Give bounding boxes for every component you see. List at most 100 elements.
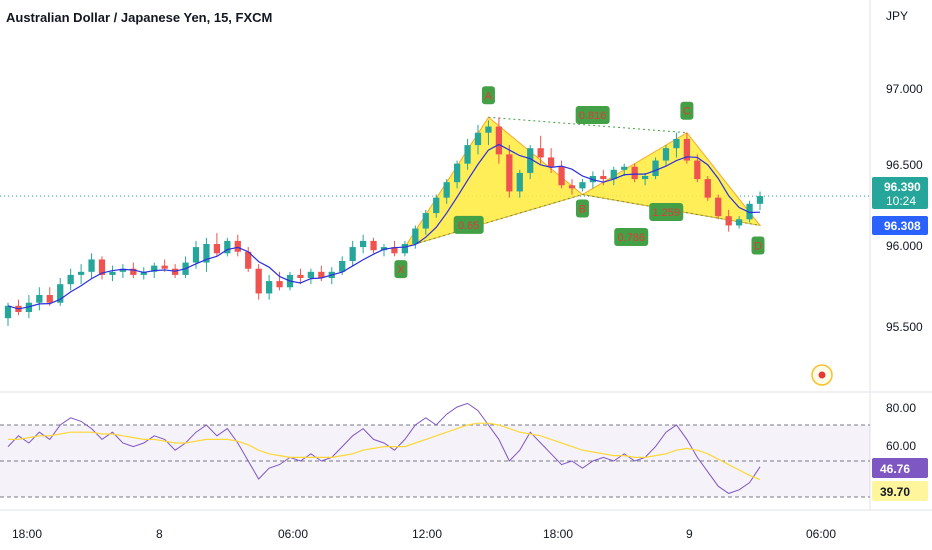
- candle-body: [443, 182, 450, 198]
- candle-body: [610, 169, 617, 180]
- pattern-xab-triangle: [403, 116, 584, 248]
- candle-body: [67, 274, 74, 285]
- ratio-xab-badge-bg: [453, 215, 484, 234]
- point-b-badge-bg: [575, 199, 589, 218]
- candle-body: [547, 157, 555, 167]
- currency-label: JPY: [886, 9, 908, 23]
- moving-average-line: [7, 143, 761, 310]
- time-tick-1800b: 18:00: [543, 527, 573, 541]
- ma-value-label: 96.308: [884, 219, 921, 233]
- candle-body: [412, 228, 419, 244]
- candle-body: [119, 268, 127, 272]
- candle-body: [652, 160, 659, 176]
- candle-body: [109, 271, 116, 275]
- candle-body: [621, 166, 628, 170]
- ratio-abc-badge-text: 0.816: [579, 110, 607, 122]
- point-x-badge: X: [394, 260, 408, 279]
- candle-body: [370, 240, 377, 251]
- price-tick-97000: 97.000: [886, 82, 923, 96]
- candle-body: [57, 284, 64, 303]
- rsi-tick-80: 80.00: [886, 401, 916, 415]
- candle-body: [265, 281, 273, 294]
- rsi-value-badge: [872, 458, 928, 478]
- candle-body: [234, 240, 241, 252]
- ratio-bcd-badge-bg: [649, 203, 684, 221]
- candle-body: [464, 145, 471, 164]
- candle-body: [339, 261, 346, 272]
- candle-body: [474, 132, 482, 146]
- point-x-badge-text: X: [397, 264, 405, 276]
- pattern-ac-line: [488, 116, 687, 134]
- candle-body: [88, 259, 95, 272]
- chart-title: Australian Dollar / Japanese Yen, 15, FX…: [6, 10, 273, 25]
- candle-body: [662, 148, 670, 161]
- time-tick-0600a: 06:00: [278, 527, 308, 541]
- ratio-abc-badge-bg: [575, 106, 610, 124]
- candle-body: [276, 281, 283, 288]
- point-a-badge: A: [481, 86, 495, 105]
- candle-body: [255, 268, 262, 294]
- candle-body: [213, 244, 221, 254]
- point-c-badge: C: [680, 101, 694, 120]
- pattern-xb-line: [404, 194, 583, 248]
- rsi-ma-label: 39.70: [880, 485, 910, 499]
- point-x-badge-bg: [394, 260, 408, 279]
- candle-body: [130, 268, 137, 275]
- point-d-badge-text: D: [754, 240, 762, 252]
- candle-body: [380, 247, 388, 251]
- point-c-badge-bg: [680, 101, 694, 120]
- candle-body: [359, 240, 367, 248]
- candle-body: [725, 216, 732, 226]
- ratio-bcd-badge: 1.259: [649, 203, 684, 221]
- point-a-badge-bg: [481, 86, 495, 105]
- candle-body: [349, 247, 356, 261]
- candle-body: [46, 295, 53, 303]
- price-tick-96000: 96.000: [886, 239, 923, 253]
- candle-body: [433, 197, 440, 214]
- candle-body: [715, 197, 722, 217]
- candle-body: [224, 240, 231, 254]
- candle-body: [161, 265, 168, 269]
- candle-body: [641, 176, 649, 180]
- candle-body: [297, 274, 304, 278]
- rsi-value-label: 46.76: [880, 462, 910, 476]
- ratio-abc-badge: 0.816: [575, 106, 610, 124]
- candle-body: [203, 244, 210, 263]
- rsi-ma-line: [8, 422, 761, 481]
- candle-body: [422, 213, 429, 229]
- last-price-badge: [872, 177, 928, 209]
- ratio-xbd-badge-text: 0.786: [617, 232, 645, 244]
- candle-body: [673, 138, 680, 149]
- candle-body: [537, 148, 544, 158]
- candle-body: [516, 172, 523, 192]
- time-tick-8: 8: [156, 527, 163, 541]
- ratio-xab-badge-text: 0.65: [458, 220, 479, 232]
- candle-body: [391, 247, 398, 254]
- countdown-label: 10:24: [886, 194, 916, 208]
- ratio-xab-badge: 0.65: [453, 215, 484, 234]
- point-b-badge: B: [575, 199, 589, 218]
- candle-body: [735, 219, 743, 226]
- price-tick-96500: 96.500: [886, 158, 923, 172]
- candle-body: [746, 203, 753, 220]
- candle-body: [579, 182, 586, 189]
- candle-body: [192, 247, 200, 263]
- candle-body: [506, 154, 513, 192]
- candle-body: [151, 265, 158, 272]
- time-tick-0600b: 06:00: [806, 527, 836, 541]
- point-a-badge-text: A: [485, 90, 493, 102]
- ratio-xbd-badge-bg: [614, 228, 649, 246]
- candle-body: [245, 251, 252, 269]
- rsi-ma-badge: [872, 481, 928, 501]
- candle-body: [568, 185, 576, 189]
- ma-value-badge: [872, 216, 928, 235]
- time-tick-1800a: 18:00: [12, 527, 42, 541]
- time-tick-1200: 12:00: [412, 527, 442, 541]
- ratio-bcd-badge-text: 1.259: [652, 207, 680, 219]
- candle-body: [694, 160, 701, 180]
- point-d-badge-bg: [751, 236, 765, 255]
- candle-body: [558, 166, 565, 186]
- candle-body: [631, 166, 638, 180]
- candle-body: [318, 271, 325, 278]
